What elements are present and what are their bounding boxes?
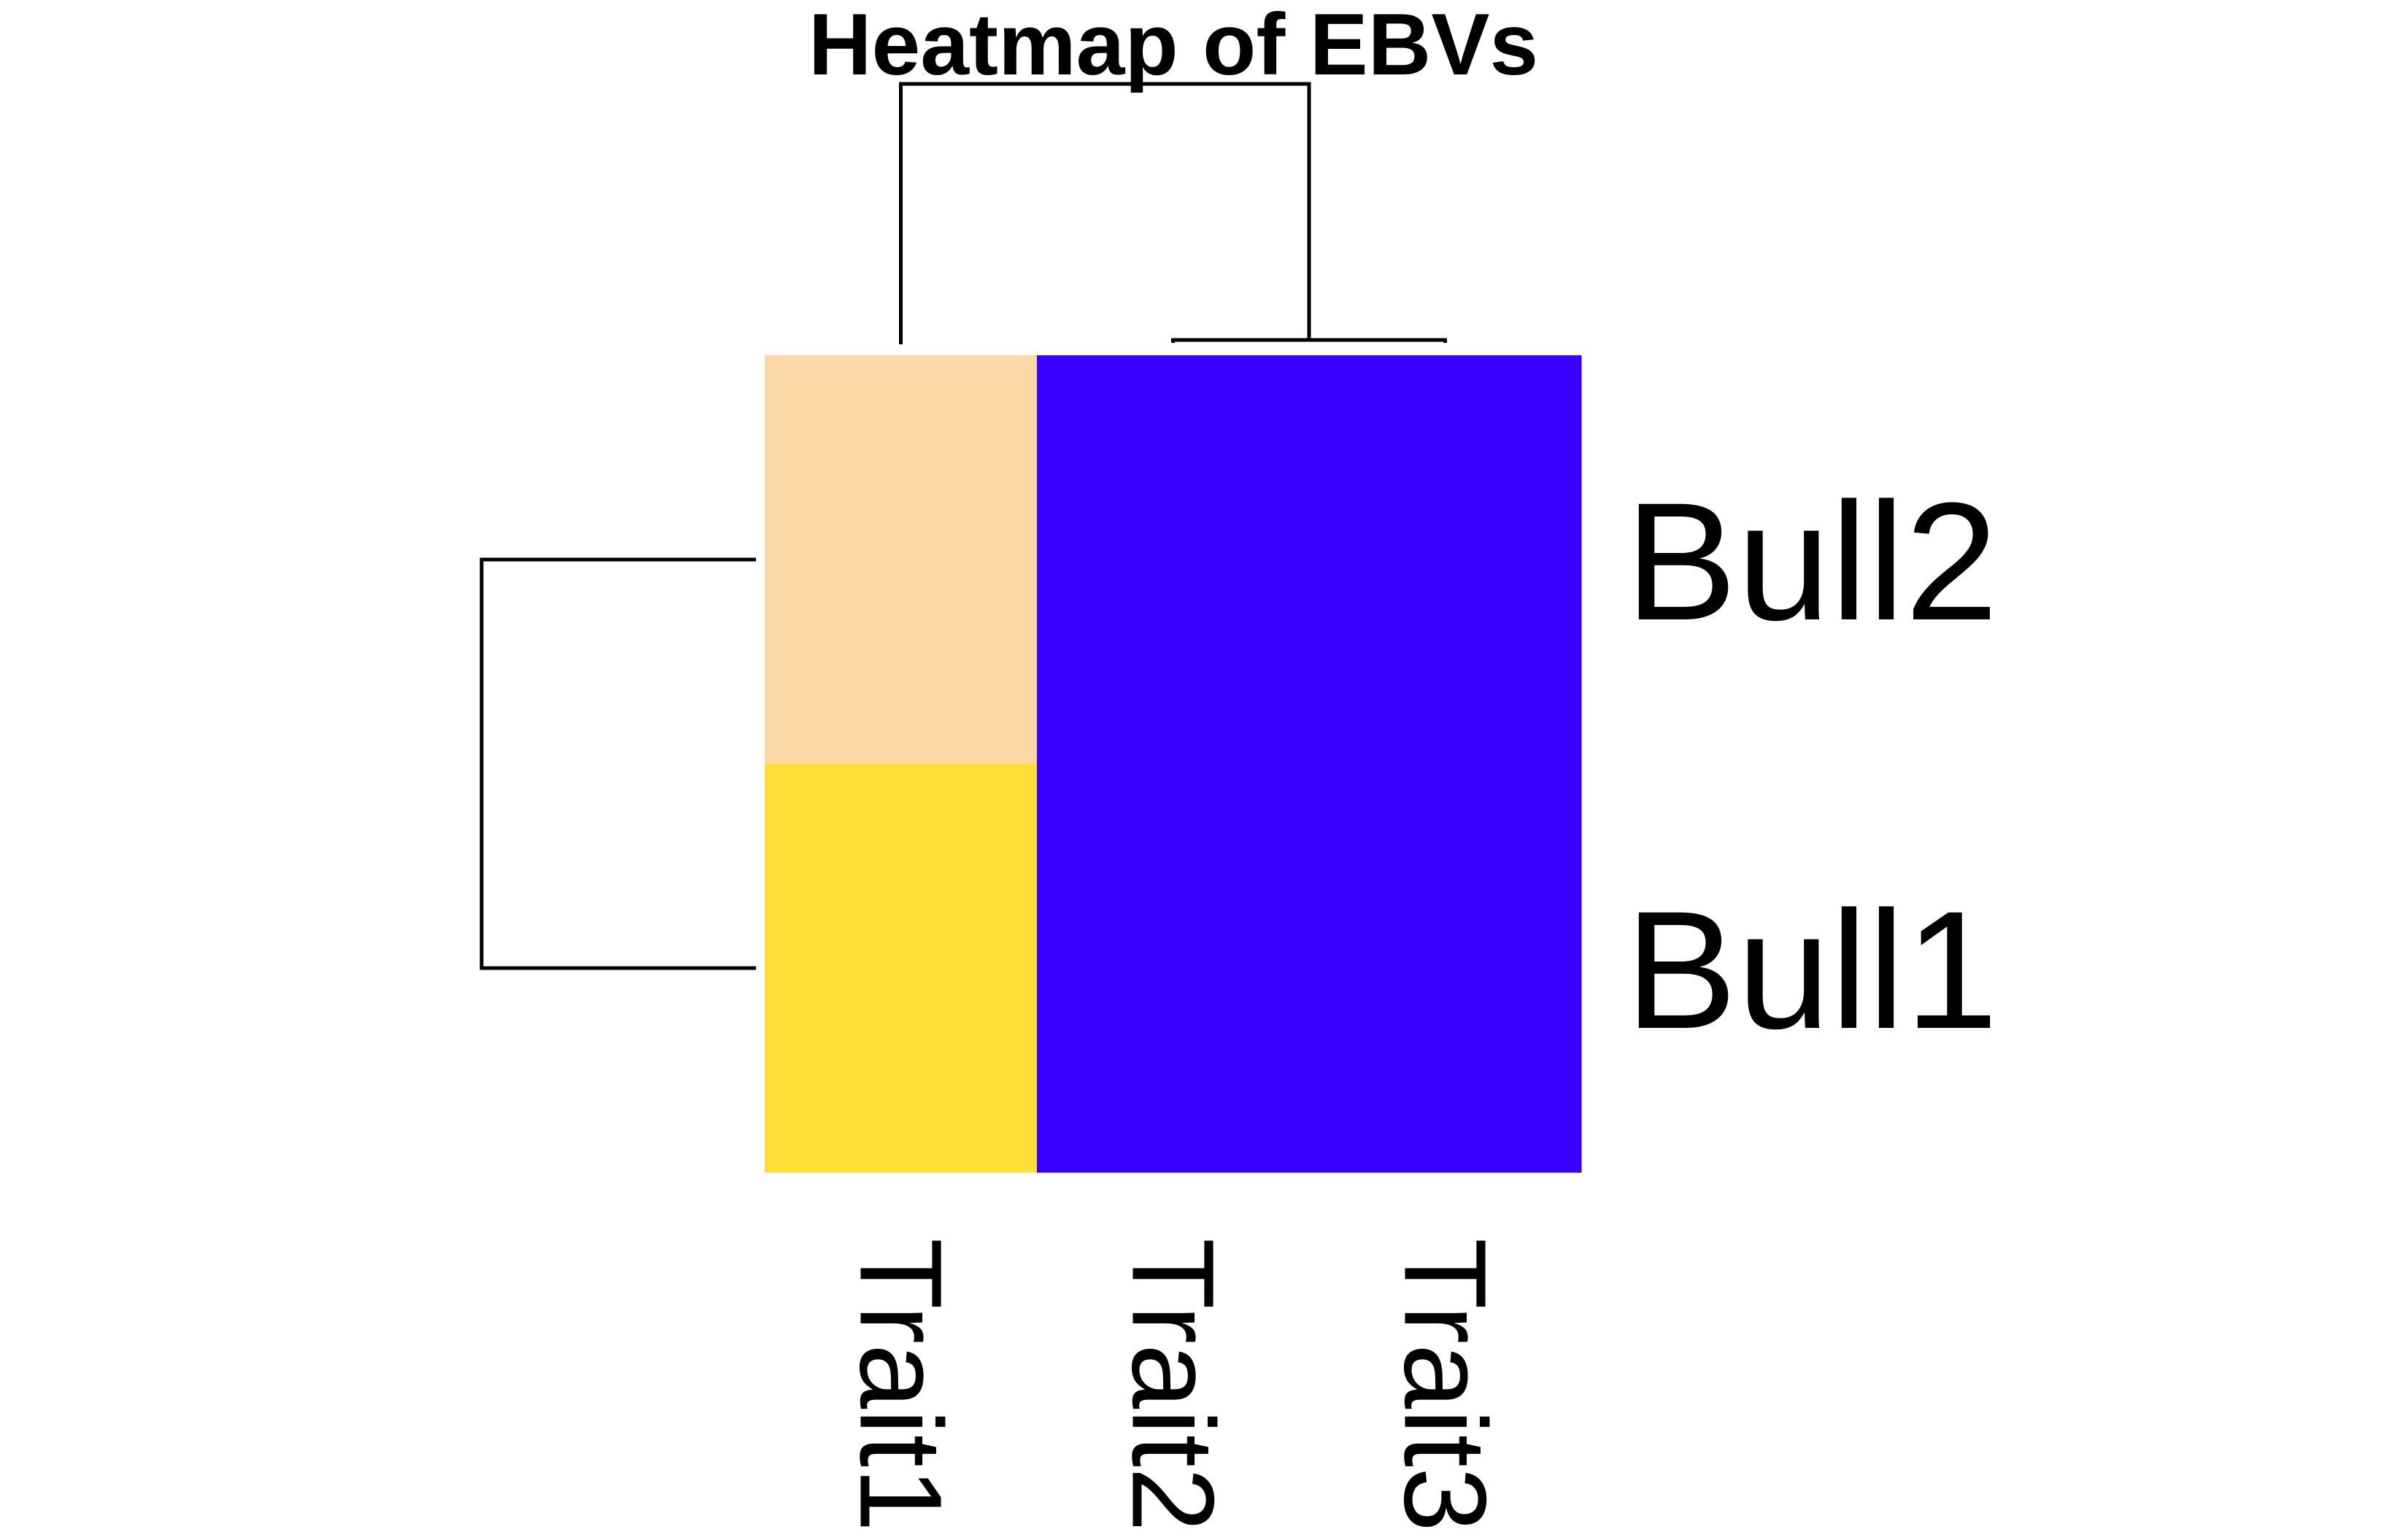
heatmap-cell-bull1-trait2: [1037, 764, 1310, 1173]
heatmap-cell-bull2-trait3: [1309, 355, 1582, 765]
dendrogram-branch-bull2-bull1: [479, 557, 756, 970]
heatmap-cell-bull1-trait3: [1309, 764, 1582, 1173]
row-dendrogram: [479, 557, 756, 970]
dendrogram-branch-trait2-trait3: [1171, 338, 1447, 343]
column-label-trait3: Trait3: [1381, 1238, 1511, 1532]
heatmap-cell-bull2-trait2: [1037, 355, 1310, 765]
column-label-trait1: Trait1: [836, 1238, 967, 1532]
row-label-bull2: Bull2: [1625, 468, 1998, 655]
chart-title: Heatmap of EBVs: [809, 0, 1538, 93]
column-labels: Trait1 Trait2 Trait3: [836, 1238, 1511, 1532]
row-label-bull1: Bull1: [1625, 876, 1998, 1064]
row-labels: Bull2 Bull1: [1625, 468, 1998, 1064]
column-dendrogram: [899, 82, 1447, 344]
dendrogram-branch-trait1-cluster: [899, 82, 1311, 344]
heatmap-cell-bull1-trait1: [765, 764, 1038, 1173]
column-label-trait2: Trait2: [1108, 1238, 1239, 1532]
heatmap-cells: [765, 355, 1582, 1173]
heatmap-cell-bull2-trait1: [765, 355, 1038, 765]
